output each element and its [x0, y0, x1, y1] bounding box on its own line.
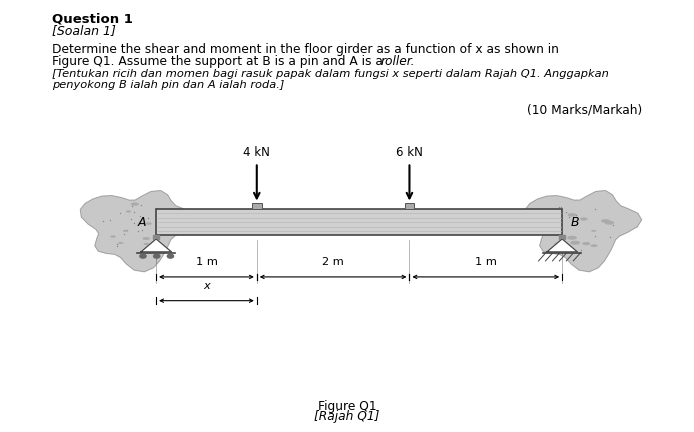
Bar	[153, 235, 159, 239]
Ellipse shape	[582, 242, 590, 245]
Text: [Tentukan ricih dan momen bagi rasuk papak dalam fungsi x seperti dalam Rajah Q1: [Tentukan ricih dan momen bagi rasuk pap…	[52, 69, 609, 79]
Text: 1 m: 1 m	[475, 257, 497, 267]
Ellipse shape	[568, 213, 576, 216]
Bar	[156, 209, 562, 235]
Ellipse shape	[126, 211, 131, 213]
Circle shape	[140, 254, 146, 258]
Text: [Rajah Q1]: [Rajah Q1]	[314, 410, 380, 423]
Polygon shape	[141, 239, 171, 252]
Text: 2 m: 2 m	[322, 257, 344, 267]
Text: Figure Q1. Assume the support at B is a pin and A is a: Figure Q1. Assume the support at B is a …	[52, 55, 387, 68]
Circle shape	[167, 254, 174, 258]
Ellipse shape	[591, 245, 598, 247]
Ellipse shape	[123, 230, 128, 232]
Polygon shape	[525, 191, 642, 272]
Text: A: A	[138, 216, 146, 229]
Text: Figure Q1: Figure Q1	[318, 400, 376, 413]
Ellipse shape	[119, 242, 123, 244]
Polygon shape	[547, 239, 577, 252]
Ellipse shape	[580, 218, 587, 220]
Ellipse shape	[131, 203, 139, 206]
Ellipse shape	[153, 244, 162, 248]
Text: roller.: roller.	[380, 55, 415, 68]
Text: (10 Marks/Markah): (10 Marks/Markah)	[527, 104, 642, 117]
Ellipse shape	[144, 243, 149, 245]
Text: [Soalan 1]: [Soalan 1]	[52, 24, 116, 37]
Ellipse shape	[591, 230, 596, 232]
Text: Determine the shear and moment in the floor girder as a function of x as shown i: Determine the shear and moment in the fl…	[52, 43, 559, 56]
Circle shape	[153, 254, 160, 258]
Bar	[252, 203, 262, 209]
Ellipse shape	[110, 235, 115, 238]
Polygon shape	[81, 191, 197, 272]
Text: x: x	[203, 281, 210, 291]
Ellipse shape	[555, 242, 564, 245]
Text: 4 kN: 4 kN	[244, 146, 270, 159]
Ellipse shape	[149, 248, 155, 250]
Text: 1 m: 1 m	[196, 257, 217, 267]
Ellipse shape	[601, 219, 610, 222]
Bar	[405, 203, 414, 209]
Ellipse shape	[568, 236, 577, 239]
Ellipse shape	[143, 237, 150, 240]
Ellipse shape	[570, 241, 580, 245]
Ellipse shape	[146, 222, 151, 225]
Text: 6 kN: 6 kN	[396, 146, 423, 159]
Text: B: B	[570, 216, 579, 229]
Ellipse shape	[604, 221, 614, 224]
Text: Question 1: Question 1	[52, 12, 133, 25]
Text: penyokong B ialah pin dan A ialah roda.]: penyokong B ialah pin dan A ialah roda.]	[52, 80, 285, 90]
Bar	[559, 235, 565, 239]
